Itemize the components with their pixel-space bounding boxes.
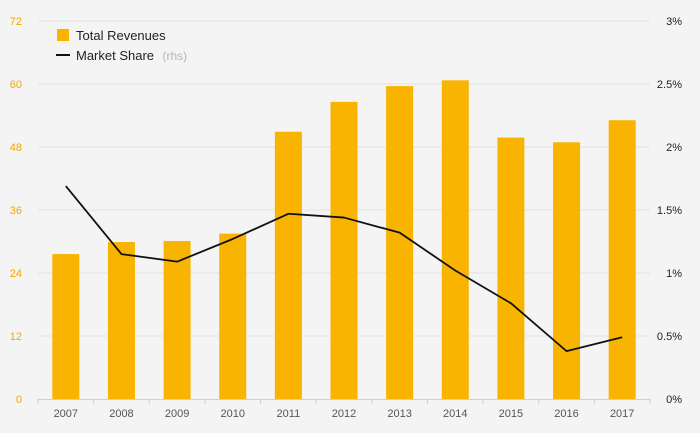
x-tick-label: 2010: [220, 408, 244, 420]
x-tick-label: 2015: [499, 408, 523, 420]
x-tick-label: 2009: [165, 408, 189, 420]
y-right-tick-label: 2%: [666, 142, 682, 154]
x-tick-label: 2013: [387, 408, 411, 420]
x-tick-label: 2017: [610, 408, 634, 420]
legend-swatch-total-revenues: [57, 29, 69, 41]
legend-label-market-share-note: (rhs): [163, 49, 188, 63]
legend-label-total-revenues: Total Revenues: [76, 28, 166, 43]
x-tick-label: 2007: [54, 408, 78, 420]
legend-label-market-share: Market Share (rhs): [76, 47, 187, 64]
bar-2011: [274, 131, 302, 399]
x-tick-label: 2008: [109, 408, 133, 420]
bar-2015: [497, 137, 525, 400]
x-tick-label: 2011: [277, 408, 301, 420]
bar-2013: [386, 86, 414, 399]
y-right-tick-label: 0.5%: [657, 331, 682, 343]
bar-2009: [163, 240, 191, 399]
y-right-tick-label: 1%: [666, 268, 682, 280]
axes: 0 0% 12 0.5% 24 1% 36 1.5% 48 2% 60 2.5% 72 3% 2007 200…: [10, 16, 682, 420]
y-right-tick-label: 3%: [666, 16, 682, 28]
y-left-tick-label: 48: [10, 142, 22, 154]
bar-2016: [553, 142, 581, 399]
y-left-tick-label: 60: [10, 79, 22, 91]
y-left-tick-label: 72: [10, 16, 22, 28]
bar-2008: [107, 242, 135, 399]
bar-2017: [608, 120, 636, 399]
y-left-tick-label: 24: [10, 268, 22, 280]
y-right-tick-label: 0%: [666, 394, 682, 406]
y-left-tick-label: 36: [10, 205, 22, 217]
y-right-tick-label: 1.5%: [657, 205, 682, 217]
x-tick-label: 2014: [443, 408, 467, 420]
bar-2014: [441, 80, 469, 399]
legend: Total Revenues Market Share (rhs): [56, 28, 187, 64]
x-tick-label: 2016: [554, 408, 578, 420]
bar-series-total-revenues: [52, 80, 636, 400]
legend-label-market-share-name: Market Share: [76, 48, 154, 63]
y-right-tick-label: 2.5%: [657, 79, 682, 91]
bar-2007: [52, 254, 80, 399]
bar-2010: [219, 233, 247, 399]
y-left-tick-label: 12: [10, 331, 22, 343]
y-left-tick-label: 0: [16, 394, 22, 406]
line-series-market-share: [65, 185, 623, 353]
bar-2012: [330, 101, 358, 399]
x-tick-label: 2012: [332, 408, 356, 420]
